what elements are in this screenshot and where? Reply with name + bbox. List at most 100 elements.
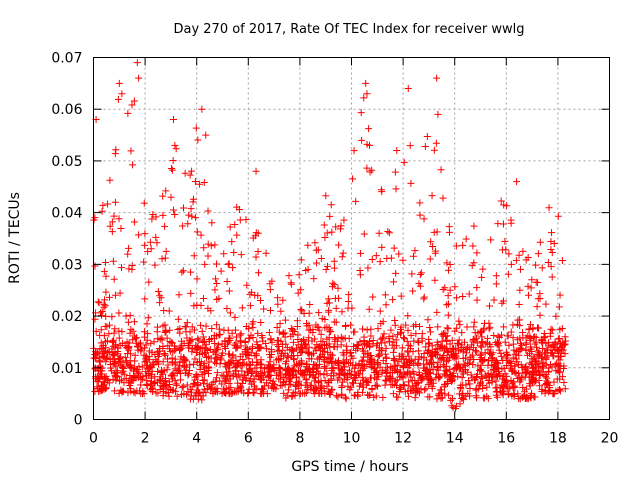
data-point bbox=[455, 317, 463, 325]
data-point bbox=[198, 396, 206, 404]
data-point bbox=[360, 230, 368, 238]
data-point bbox=[246, 291, 254, 299]
data-point bbox=[316, 370, 324, 378]
data-point bbox=[198, 105, 206, 113]
data-point bbox=[310, 275, 318, 283]
data-point bbox=[338, 308, 346, 316]
data-point bbox=[512, 355, 520, 363]
data-point bbox=[446, 354, 454, 362]
data-point bbox=[258, 361, 266, 369]
data-point bbox=[200, 294, 208, 302]
data-point bbox=[435, 373, 443, 381]
data-point bbox=[334, 393, 342, 401]
data-point bbox=[207, 384, 215, 392]
chart-title: Day 270 of 2017, Rate Of TEC Index for r… bbox=[173, 22, 524, 37]
data-point bbox=[470, 259, 478, 267]
data-point bbox=[554, 212, 562, 220]
data-point bbox=[516, 265, 524, 273]
data-point bbox=[313, 259, 321, 267]
data-point bbox=[256, 360, 264, 368]
data-point bbox=[353, 341, 361, 349]
data-point bbox=[416, 282, 424, 290]
data-point bbox=[379, 394, 387, 402]
data-point bbox=[229, 264, 237, 272]
data-point bbox=[452, 242, 460, 250]
data-point bbox=[275, 346, 283, 354]
data-point bbox=[407, 342, 415, 350]
data-point bbox=[315, 309, 323, 317]
data-point bbox=[315, 389, 323, 397]
data-point bbox=[236, 216, 244, 224]
data-point bbox=[287, 325, 295, 333]
data-point bbox=[213, 355, 221, 363]
axis-ticks bbox=[93, 57, 610, 420]
data-point bbox=[533, 368, 541, 376]
data-point bbox=[362, 79, 370, 87]
data-point bbox=[135, 231, 143, 239]
data-point bbox=[296, 390, 304, 398]
data-point bbox=[443, 337, 451, 345]
data-point bbox=[473, 334, 481, 342]
data-point bbox=[540, 330, 548, 338]
data-point bbox=[544, 378, 552, 386]
data-point bbox=[244, 390, 252, 398]
x-tick-label: 6 bbox=[244, 431, 253, 447]
data-point bbox=[327, 355, 335, 363]
data-point bbox=[115, 309, 123, 317]
data-point bbox=[224, 338, 232, 346]
data-point bbox=[356, 338, 364, 346]
data-point bbox=[458, 341, 466, 349]
data-point bbox=[267, 336, 275, 344]
data-point bbox=[366, 342, 374, 350]
data-point bbox=[454, 363, 462, 371]
data-point bbox=[434, 110, 442, 118]
data-point bbox=[332, 223, 340, 231]
data-point bbox=[522, 346, 530, 354]
data-point bbox=[307, 386, 315, 394]
data-point bbox=[254, 345, 262, 353]
data-point bbox=[405, 392, 413, 400]
data-point bbox=[355, 382, 363, 390]
y-axis-label: ROTI / TECUs bbox=[7, 192, 23, 284]
data-point bbox=[544, 259, 552, 267]
data-point bbox=[91, 214, 99, 222]
data-point bbox=[188, 388, 196, 396]
data-point bbox=[297, 360, 305, 368]
y-tick-labels: 0 0.01 0.02 0.03 0.04 0.05 0.06 0.07 bbox=[51, 51, 82, 429]
data-point bbox=[225, 350, 233, 358]
data-point bbox=[415, 338, 423, 346]
data-point bbox=[277, 355, 285, 363]
data-point bbox=[182, 366, 190, 374]
data-point bbox=[231, 313, 239, 321]
data-point bbox=[311, 239, 319, 247]
data-point bbox=[389, 332, 397, 340]
data-point bbox=[204, 240, 212, 248]
data-point bbox=[113, 373, 121, 381]
data-point bbox=[438, 394, 446, 402]
data-point bbox=[478, 374, 486, 382]
data-point bbox=[238, 304, 246, 312]
data-point bbox=[160, 385, 168, 393]
data-point bbox=[325, 387, 333, 395]
data-point bbox=[200, 376, 208, 384]
data-point bbox=[561, 350, 569, 358]
data-point bbox=[191, 392, 199, 400]
data-point bbox=[169, 156, 177, 164]
data-point bbox=[551, 361, 559, 369]
data-point bbox=[339, 349, 347, 357]
data-point bbox=[190, 252, 198, 260]
data-point bbox=[545, 204, 553, 212]
data-point bbox=[297, 381, 305, 389]
data-point bbox=[112, 376, 120, 384]
data-point bbox=[415, 347, 423, 355]
data-point bbox=[247, 369, 255, 377]
data-point bbox=[233, 231, 241, 239]
data-point bbox=[417, 269, 425, 277]
data-point bbox=[400, 158, 408, 166]
y-tick-label: 0.06 bbox=[51, 102, 82, 118]
data-point bbox=[522, 256, 530, 264]
data-point bbox=[544, 339, 552, 347]
data-point bbox=[305, 365, 313, 373]
data-point bbox=[104, 200, 112, 208]
data-point bbox=[518, 363, 526, 371]
